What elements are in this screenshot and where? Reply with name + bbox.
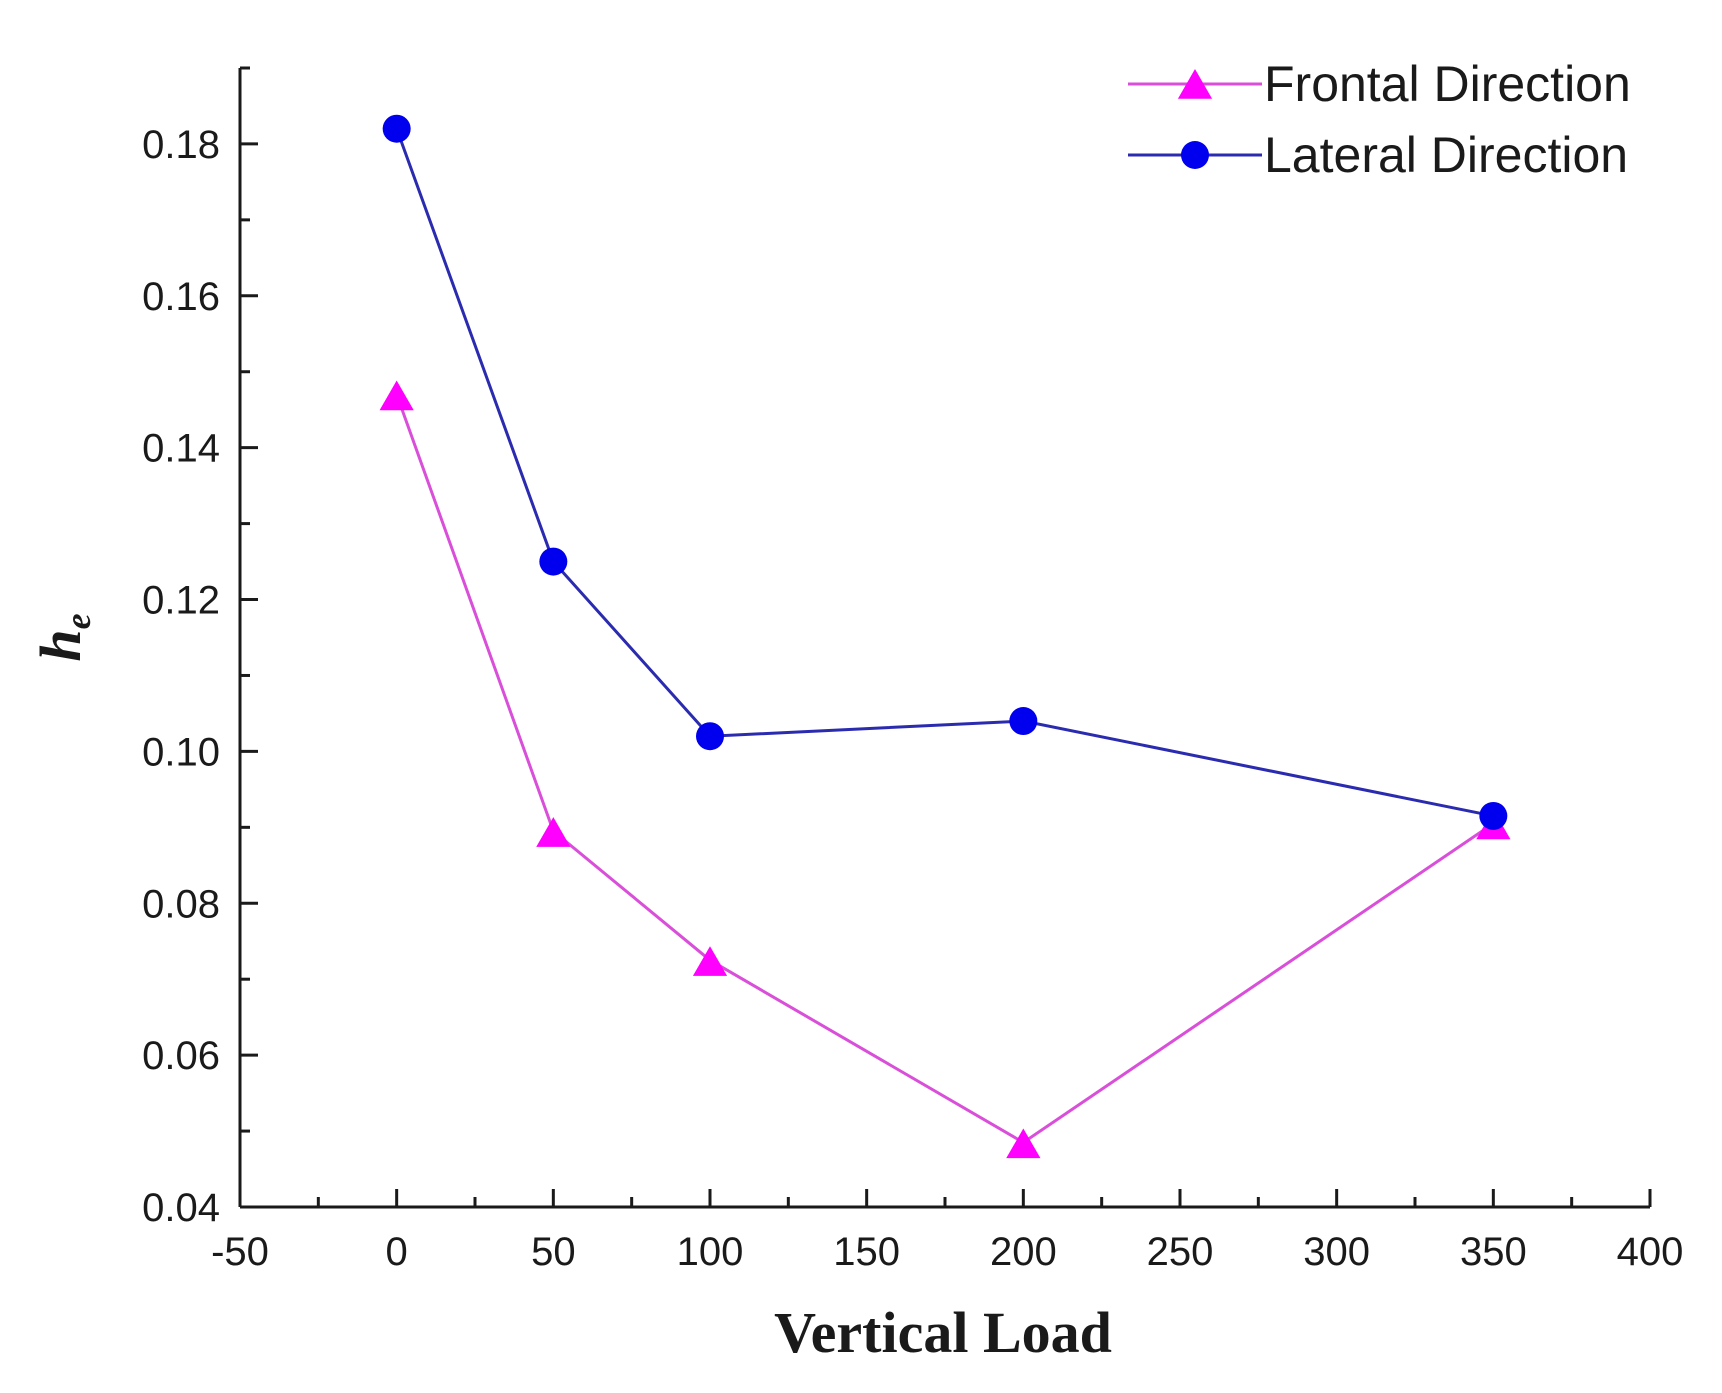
- x-axis-ticks: -50 0 50 100 150 200 250 300 350 400: [211, 1189, 1683, 1274]
- y-tick-label: 0.18: [142, 123, 220, 167]
- data-point-circle: [696, 722, 724, 751]
- data-point-circle: [1009, 707, 1038, 736]
- y-tick-label: 0.16: [142, 275, 220, 319]
- data-point-triangle: [692, 946, 728, 976]
- x-tick-label: 150: [833, 1230, 900, 1274]
- y-tick-label: 0.04: [142, 1186, 220, 1230]
- x-tick-label: -50: [211, 1230, 269, 1274]
- x-tick-label: 0: [386, 1230, 408, 1274]
- x-tick-label: 300: [1303, 1230, 1370, 1274]
- x-tick-label: 400: [1617, 1230, 1684, 1274]
- series-line: [395, 394, 1495, 1145]
- data-point-triangle: [536, 817, 571, 847]
- series-lateral-direction: [382, 114, 1508, 830]
- y-tick-label: 0.12: [142, 579, 220, 623]
- axes: [238, 68, 1650, 1209]
- y-axis-label-base: h: [28, 629, 93, 661]
- legend-item: Frontal Direction: [1128, 56, 1631, 112]
- data-point-circle: [1479, 801, 1508, 830]
- x-tick-label: 100: [677, 1230, 744, 1274]
- x-tick-label: 250: [1147, 1230, 1214, 1274]
- series-frontal-direction: [379, 380, 1511, 1159]
- x-tick-label: 350: [1460, 1230, 1527, 1274]
- legend: Frontal Direction Lateral Direction: [1128, 56, 1631, 183]
- data-point-triangle: [379, 380, 414, 411]
- x-tick-label: 50: [531, 1230, 576, 1274]
- legend-item: Lateral Direction: [1128, 127, 1628, 183]
- y-tick-label: 0.08: [142, 882, 220, 926]
- data-point-circle: [539, 547, 568, 576]
- y-axis-ticks: 0.04 0.06 0.08 0.10 0.12 0.14 0.16 0.18: [142, 66, 258, 1230]
- x-tick-label: 200: [990, 1230, 1057, 1274]
- y-tick-label: 0.10: [142, 730, 220, 774]
- data-point-triangle: [1006, 1128, 1041, 1159]
- y-tick-label: 0.06: [142, 1034, 220, 1078]
- legend-label: Lateral Direction: [1264, 127, 1628, 183]
- y-axis-label: he: [28, 613, 98, 661]
- y-axis-label-subscript: e: [58, 613, 98, 629]
- series-line: [395, 128, 1494, 818]
- data-point-circle: [382, 114, 411, 143]
- legend-marker-triangle: [1177, 69, 1213, 99]
- y-tick-label: 0.14: [142, 427, 220, 471]
- legend-label: Frontal Direction: [1264, 56, 1631, 112]
- series-layer: [379, 114, 1511, 1159]
- legend-marker-circle: [1181, 141, 1209, 169]
- x-axis-label: Vertical Load: [774, 1300, 1112, 1365]
